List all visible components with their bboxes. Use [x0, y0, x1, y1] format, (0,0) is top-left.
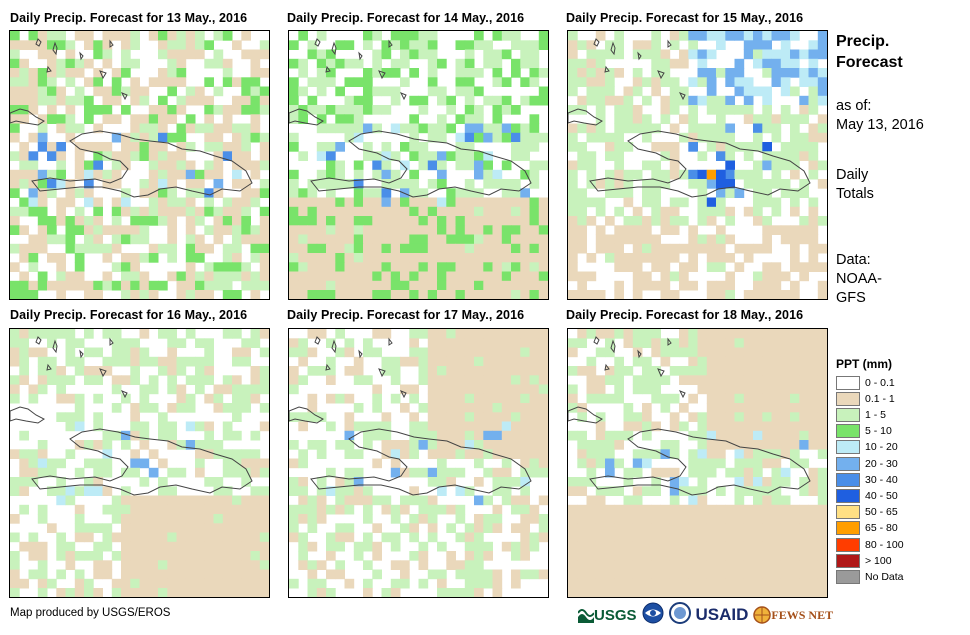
panel-title-3: Daily Precip. Forecast for 15 May., 2016: [566, 11, 804, 25]
totals-line2: Totals: [836, 186, 874, 202]
legend-swatch: [836, 553, 860, 568]
legend-label: > 100: [865, 554, 892, 567]
forecast-map-1: [9, 30, 270, 300]
usaid-logo: USAID: [695, 605, 749, 624]
as-of-date: as of: May 13, 2016: [836, 97, 924, 135]
legend-item: 65 - 80: [836, 521, 898, 536]
legend-swatch: [836, 537, 860, 552]
legend-item: 30 - 40: [836, 472, 898, 487]
legend-item: > 100: [836, 553, 892, 568]
legend-swatch: [836, 456, 860, 471]
legend-item: 10 - 20: [836, 440, 898, 455]
fewsnet-globe-icon: [753, 606, 772, 624]
precip-grid: [289, 329, 548, 597]
noaa-logo: [642, 602, 664, 629]
legend-swatch: [836, 424, 860, 439]
legend-item: 20 - 30: [836, 456, 898, 471]
precip-map-svg: [289, 329, 548, 597]
fewsnet-logo-text: FEWS NET: [771, 607, 834, 622]
legend-item: 0.1 - 1: [836, 391, 895, 406]
legend-swatch: [836, 521, 860, 536]
panel-title-2: Daily Precip. Forecast for 14 May., 2016: [287, 11, 525, 25]
data-source: Data: NOAA- GFS: [836, 251, 882, 308]
legend-label: 0 - 0.1: [865, 376, 895, 389]
legend-label: 10 - 20: [865, 441, 898, 454]
legend-label: 65 - 80: [865, 522, 898, 535]
as-of-value: May 13, 2016: [836, 117, 924, 133]
legend-label: 5 - 10: [865, 425, 892, 438]
coastline: [10, 336, 253, 496]
legend-label: No Data: [865, 570, 904, 583]
legend-swatch: [836, 440, 860, 455]
precip-map-svg: [10, 31, 269, 299]
forecast-map-5: [288, 328, 549, 598]
legend-swatch: [836, 375, 860, 390]
legend-item: 0 - 0.1: [836, 375, 895, 390]
logo-bar: USGS USAID FEWS NET: [578, 601, 833, 629]
legend-item: No Data: [836, 569, 904, 584]
coastline: [10, 38, 253, 198]
legend-swatch: [836, 505, 860, 520]
precip-grid: [568, 31, 827, 299]
panel-title-5: Daily Precip. Forecast for 17 May., 2016: [287, 308, 525, 322]
dhs-seal-logo: [668, 601, 691, 629]
map-title-line1: Precip.: [836, 33, 890, 50]
source-line1: Data:: [836, 252, 871, 268]
coastline: [568, 336, 811, 496]
coastline: [568, 38, 811, 198]
map-credit: Map produced by USGS/EROS: [10, 607, 171, 619]
map-title-line2: Forecast: [836, 54, 903, 71]
source-line2: NOAA-: [836, 271, 882, 287]
precip-map-svg: [568, 329, 827, 597]
legend-item: 80 - 100: [836, 537, 904, 552]
legend-label: 20 - 30: [865, 457, 898, 470]
map-title: Precip. Forecast: [836, 31, 903, 73]
usgs-wave-icon: [578, 609, 594, 623]
legend-swatch: [836, 472, 860, 487]
legend-swatch: [836, 569, 860, 584]
legend-label: 0.1 - 1: [865, 392, 895, 405]
fewsnet-logo: FEWS NET: [753, 606, 833, 624]
seal-icon: [668, 601, 691, 624]
legend-label: 40 - 50: [865, 489, 898, 502]
source-line3: GFS: [836, 290, 866, 306]
legend-item: 5 - 10: [836, 424, 892, 439]
forecast-map-2: [288, 30, 549, 300]
legend-label: 1 - 5: [865, 408, 887, 421]
panel-title-1: Daily Precip. Forecast for 13 May., 2016: [10, 11, 248, 25]
coastline: [289, 336, 532, 496]
legend-label: 50 - 65: [865, 506, 898, 519]
precip-grid: [289, 31, 548, 299]
precip-map-svg: [10, 329, 269, 597]
usgs-logo: USGS: [578, 607, 637, 624]
legend-item: 40 - 50: [836, 488, 898, 503]
legend-swatch: [836, 407, 860, 422]
totals-note: Daily Totals: [836, 166, 874, 204]
legend-swatch: [836, 391, 860, 406]
noaa-emblem-icon: [642, 602, 664, 623]
legend-title: PPT (mm): [836, 357, 893, 371]
usgs-logo-text: USGS: [594, 606, 637, 624]
panel-title-6: Daily Precip. Forecast for 18 May., 2016: [566, 308, 804, 322]
precip-grid: [568, 329, 827, 597]
legend-item: 50 - 65: [836, 505, 898, 520]
totals-line1: Daily: [836, 167, 869, 183]
legend-item: 1 - 5: [836, 407, 886, 422]
legend-label: 80 - 100: [865, 538, 904, 551]
coastline: [289, 38, 532, 198]
precip-grid: [10, 31, 269, 299]
legend-swatch: [836, 488, 860, 503]
forecast-map-6: [567, 328, 828, 598]
precip-map-svg: [289, 31, 548, 299]
forecast-map-3: [567, 30, 828, 300]
forecast-map-4: [9, 328, 270, 598]
precip-grid: [10, 329, 269, 597]
precip-map-svg: [568, 31, 827, 299]
as-of-label: as of:: [836, 98, 872, 114]
panel-title-4: Daily Precip. Forecast for 16 May., 2016: [10, 308, 248, 322]
legend-label: 30 - 40: [865, 473, 898, 486]
